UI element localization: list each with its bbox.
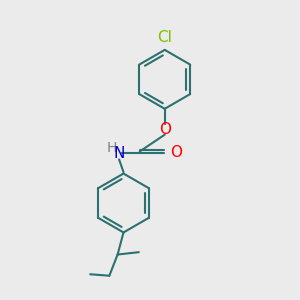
- Text: N: N: [113, 146, 125, 161]
- Text: Cl: Cl: [157, 31, 172, 46]
- Text: H: H: [107, 141, 118, 154]
- Text: O: O: [159, 122, 171, 137]
- Text: O: O: [170, 146, 182, 160]
